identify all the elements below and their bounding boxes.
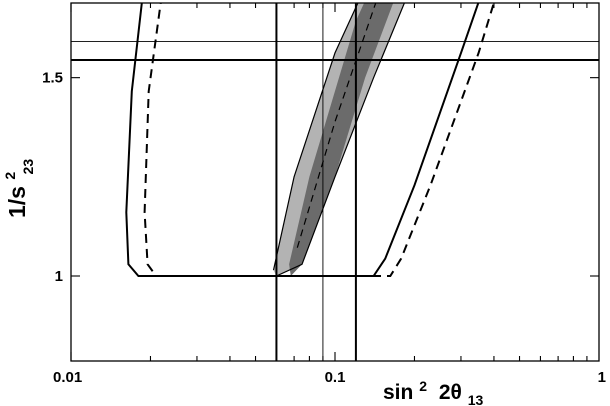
y-axis-label-sub: 23 [20, 159, 36, 175]
y-axis-label-sup: 2 [2, 172, 18, 180]
contour-line-2 [143, 3, 282, 277]
contour-line-3 [276, 3, 480, 277]
contour-series [125, 3, 495, 277]
y-tick-label: 1 [55, 268, 63, 285]
confidence-regions [272, 3, 406, 277]
axis-ticks [70, 3, 599, 361]
x-tick-label: 0.1 [325, 369, 346, 386]
y-tick-label: 1.5 [42, 70, 63, 87]
x-axis-label: sin 2 2θ 13 [383, 373, 483, 406]
x-tick-label: 0.01 [53, 369, 82, 386]
x-axis-label-base: sin [383, 381, 413, 404]
x-tick-label: 1 [598, 369, 606, 386]
confidence-region-2 [289, 3, 394, 276]
reference-lines [71, 3, 599, 361]
contour-line-4 [282, 3, 495, 277]
y-axis-label-base: 1/s [4, 186, 30, 218]
x-axis-label-sup: 2 [419, 378, 427, 394]
contour-line-1 [125, 3, 277, 277]
svg-text:1/s 2 23: 1/s 2 23 [0, 159, 36, 218]
x-axis-label-symbol: 2θ [439, 381, 462, 404]
y-axis-label: 1/s 2 23 [0, 159, 36, 218]
x-axis-label-sub: 13 [468, 392, 484, 406]
region-outline [272, 3, 406, 277]
svg-text:sin 2 2θ 13: sin 2 2θ 13 [383, 373, 483, 406]
